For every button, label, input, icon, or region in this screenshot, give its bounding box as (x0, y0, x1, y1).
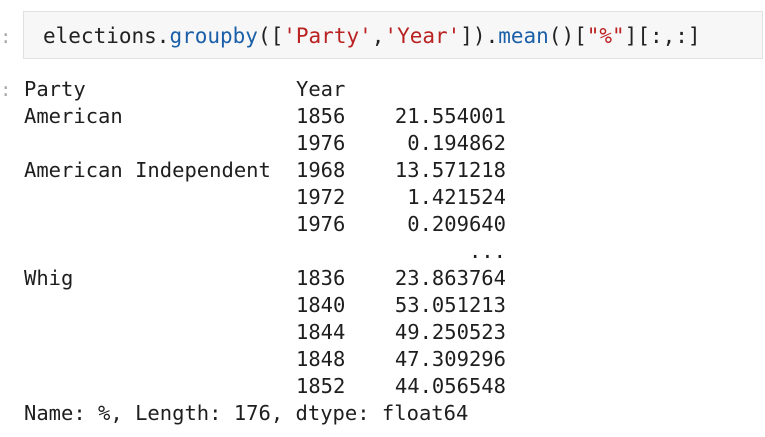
input-prompt: : (0, 26, 12, 48)
value-cell: 0.209640 (407, 212, 506, 236)
value-cell: 23.863764 (394, 266, 506, 290)
code-token: ]). (460, 24, 499, 48)
code-token: 'Party' (283, 24, 372, 48)
output-area: Party Year American 1856 21.554001 1976 0.1948… (24, 76, 754, 432)
year-cell: 1976 (296, 212, 346, 236)
year-cell: 1856 (296, 104, 346, 128)
party-cell: American (24, 104, 123, 128)
value-cell: 53.051213 (394, 293, 506, 317)
series-footer: Name: %, Length: 176, dtype: float64 (24, 401, 469, 425)
party-cell: Whig (24, 266, 74, 290)
code-token: 'Year' (384, 24, 461, 48)
year-cell: 1836 (296, 266, 346, 290)
code-token: groupby (169, 24, 258, 48)
code-line: elections.groupby(['Party','Year']).mean… (43, 22, 701, 50)
year-cell: 1848 (296, 347, 346, 371)
code-token: "%" (586, 24, 625, 48)
year-cell: 1968 (296, 158, 346, 182)
value-cell: 49.250523 (394, 320, 506, 344)
value-cell: 1.421524 (407, 185, 506, 209)
value-cell: 0.194862 (407, 131, 506, 155)
value-cell: 13.571218 (394, 158, 506, 182)
year-cell: Year (296, 77, 346, 101)
year-cell: 1840 (296, 293, 346, 317)
value-cell: 47.309296 (394, 347, 506, 371)
party-cell: American Independent (24, 158, 271, 182)
code-token: ][:,:] (624, 24, 701, 48)
year-cell: 1852 (296, 374, 346, 398)
year-cell: 1976 (296, 131, 346, 155)
code-token: elections. (43, 24, 170, 48)
code-token: ()[ (548, 24, 587, 48)
code-token: , (371, 24, 385, 48)
value-cell: ... (468, 239, 506, 263)
party-cell: Party (24, 77, 86, 101)
code-token: mean (498, 24, 549, 48)
output-prompt: : (0, 79, 12, 101)
code-token: ([ (257, 24, 284, 48)
year-cell: 1972 (296, 185, 346, 209)
code-input-cell[interactable]: elections.groupby(['Party','Year']).mean… (23, 11, 763, 59)
value-cell: 21.554001 (394, 104, 506, 128)
value-cell: 44.056548 (394, 374, 506, 398)
year-cell: 1844 (296, 320, 346, 344)
